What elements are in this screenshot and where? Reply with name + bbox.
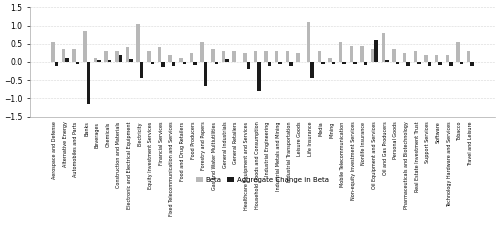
Bar bbox=[65, 58, 68, 62]
Bar bbox=[278, 62, 282, 64]
Bar bbox=[374, 40, 378, 62]
Bar bbox=[307, 22, 310, 62]
Bar bbox=[417, 62, 420, 64]
Bar bbox=[126, 47, 129, 62]
Bar bbox=[318, 51, 321, 62]
Bar bbox=[257, 62, 260, 91]
Bar bbox=[364, 62, 367, 65]
Bar bbox=[424, 55, 428, 62]
Bar bbox=[310, 62, 314, 78]
Bar bbox=[275, 51, 278, 62]
Bar bbox=[438, 62, 442, 65]
Bar bbox=[232, 51, 236, 62]
Bar bbox=[246, 62, 250, 69]
Bar bbox=[243, 53, 246, 62]
Bar bbox=[54, 62, 58, 66]
Bar bbox=[118, 55, 122, 62]
Bar bbox=[147, 51, 150, 62]
Bar bbox=[94, 58, 97, 62]
Bar bbox=[129, 59, 132, 62]
Bar bbox=[161, 62, 164, 67]
Bar bbox=[467, 51, 470, 62]
Legend: Beta, Aggregate Change in Beta: Beta, Aggregate Change in Beta bbox=[196, 177, 329, 183]
Bar bbox=[97, 60, 100, 62]
Bar bbox=[86, 62, 90, 104]
Bar bbox=[190, 53, 193, 62]
Bar bbox=[264, 51, 268, 62]
Bar bbox=[328, 58, 332, 62]
Bar bbox=[83, 31, 86, 62]
Bar bbox=[140, 62, 143, 78]
Bar bbox=[172, 62, 176, 66]
Bar bbox=[222, 51, 225, 62]
Bar bbox=[414, 51, 417, 62]
Bar bbox=[353, 62, 356, 64]
Bar bbox=[182, 62, 186, 64]
Bar bbox=[406, 62, 410, 66]
Bar bbox=[460, 62, 463, 64]
Bar bbox=[104, 51, 108, 62]
Bar bbox=[225, 59, 228, 62]
Bar bbox=[168, 55, 172, 62]
Bar bbox=[446, 55, 449, 62]
Bar bbox=[51, 42, 54, 62]
Bar bbox=[254, 51, 257, 62]
Bar bbox=[158, 47, 161, 62]
Bar bbox=[350, 46, 353, 62]
Bar bbox=[332, 62, 335, 64]
Bar bbox=[136, 24, 140, 62]
Bar bbox=[179, 58, 182, 62]
Bar bbox=[371, 49, 374, 62]
Bar bbox=[62, 49, 65, 62]
Bar bbox=[435, 55, 438, 62]
Bar bbox=[115, 51, 118, 62]
Bar bbox=[76, 62, 80, 64]
Bar bbox=[204, 62, 208, 86]
Bar bbox=[456, 42, 460, 62]
Bar bbox=[296, 53, 300, 62]
Bar bbox=[392, 49, 396, 62]
Bar bbox=[403, 53, 406, 62]
Bar bbox=[289, 62, 292, 66]
Bar bbox=[72, 49, 76, 62]
Bar bbox=[342, 62, 346, 64]
Bar bbox=[268, 62, 271, 66]
Bar bbox=[150, 62, 154, 64]
Bar bbox=[382, 33, 385, 62]
Bar bbox=[360, 46, 364, 62]
Bar bbox=[396, 62, 399, 64]
Bar bbox=[385, 60, 388, 62]
Bar bbox=[321, 62, 324, 64]
Bar bbox=[214, 62, 218, 64]
Bar bbox=[211, 49, 214, 62]
Bar bbox=[449, 62, 452, 66]
Bar bbox=[428, 62, 431, 66]
Bar bbox=[200, 42, 204, 62]
Bar bbox=[108, 60, 112, 62]
Bar bbox=[470, 62, 474, 66]
Bar bbox=[286, 51, 289, 62]
Bar bbox=[339, 42, 342, 62]
Bar bbox=[193, 62, 196, 65]
